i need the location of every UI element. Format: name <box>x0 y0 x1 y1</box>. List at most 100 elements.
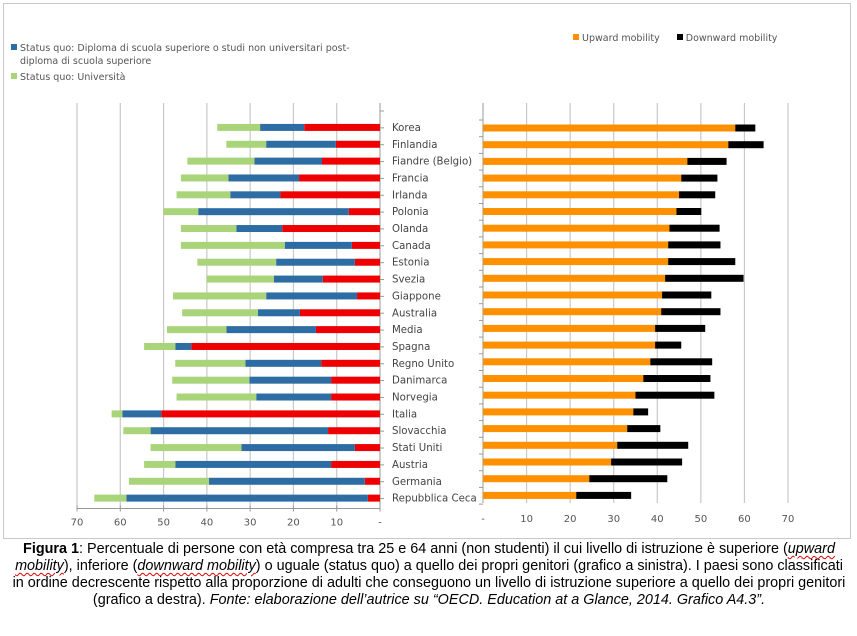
right-bar-irlanda-upward-mobility <box>483 191 680 199</box>
caption-source: Fonte: elaborazione dell’autrice su “OEC… <box>209 592 766 608</box>
right-bar-regno-unito-downward-mobility <box>650 358 713 366</box>
right-bar-regno-unito-upward-mobility <box>483 358 651 366</box>
left-x-tick-label: 40 <box>200 518 213 529</box>
right-bar-korea-downward-mobility <box>735 124 756 132</box>
right-bar-giappone-upward-mobility <box>483 291 663 299</box>
left-bar-repubblica-ceca-downward-mobility <box>367 494 380 502</box>
left-bar-slovacchia-status-quo-diploma-di-sc <box>150 427 329 435</box>
legend-label-diploma: Status quo: Diploma di scuola superiore … <box>20 43 350 67</box>
left-bar-spagna-status-quo-diploma-di-sc <box>175 342 192 350</box>
left-bar-media-status-quo-universit <box>167 326 227 334</box>
right-bar-italia-downward-mobility <box>633 408 649 416</box>
right-bar-finlandia-downward-mobility <box>728 141 764 149</box>
left-bar-giappone-status-quo-diploma-di-sc <box>266 292 358 300</box>
left-bar-danimarca-status-quo-universit <box>172 376 250 384</box>
right-bar-finlandia-upward-mobility <box>483 141 729 149</box>
left-bar-polonia-status-quo-diploma-di-sc <box>198 208 349 216</box>
right-bar-estonia-upward-mobility <box>483 258 669 266</box>
right-bar-svezia-downward-mobility <box>665 274 744 282</box>
right-bar-francia-downward-mobility <box>681 174 718 182</box>
category-label: Danimarca <box>392 376 447 387</box>
right-bar-francia-upward-mobility <box>483 174 682 182</box>
left-bar-germania-status-quo-universit <box>128 477 210 485</box>
right-bar-norvegia-downward-mobility <box>635 391 715 399</box>
left-bar-svezia-status-quo-universit <box>206 275 274 283</box>
left-bar-irlanda-status-quo-diploma-di-sc <box>230 191 281 199</box>
left-bar-irlanda-downward-mobility <box>280 191 380 199</box>
right-bar-fiandre-belgio-downward-mobility <box>687 157 727 165</box>
right-bar-polonia-upward-mobility <box>483 208 677 215</box>
right-x-tick-label: 40 <box>651 514 664 525</box>
left-bar-fiandre-belgio-status-quo-universit <box>187 157 255 165</box>
left-bar-australia-status-quo-diploma-di-sc <box>257 309 300 317</box>
category-label: Irlanda <box>392 190 427 201</box>
left-bar-olanda-status-quo-universit <box>180 225 237 233</box>
left-bar-finlandia-status-quo-diploma-di-sc <box>266 140 336 148</box>
left-x-tick-label: 10 <box>330 518 343 529</box>
right-bar-repubblica-ceca-upward-mobility <box>483 491 577 499</box>
right-bar-slovacchia-downward-mobility <box>627 425 661 433</box>
left-bar-italia-status-quo-diploma-di-sc <box>122 410 162 418</box>
category-label: Polonia <box>392 207 429 218</box>
left-bar-austria-status-quo-universit <box>144 460 176 468</box>
left-bar-francia-status-quo-diploma-di-sc <box>228 174 300 182</box>
legend-swatch-downward <box>676 34 683 40</box>
left-bar-germania-status-quo-diploma-di-sc <box>209 477 365 485</box>
right-x-tick-label: 20 <box>564 514 577 525</box>
category-label: Giappone <box>392 291 441 302</box>
left-bar-korea-status-quo-universit <box>217 123 261 131</box>
legend-swatch-universita <box>11 73 17 79</box>
legend-item-status-quo-universita: Status quo: Università <box>11 71 381 84</box>
left-bar-danimarca-status-quo-diploma-di-sc <box>249 376 332 384</box>
right-bar-media-upward-mobility <box>483 324 656 332</box>
right-bar-norvegia-upward-mobility <box>483 391 636 399</box>
category-label: Media <box>392 325 423 336</box>
left-x-tick-label: - <box>378 518 382 529</box>
left-bar-regno-unito-status-quo-diploma-di-sc <box>245 359 322 367</box>
left-bar-stati-uniti-status-quo-diploma-di-sc <box>241 444 355 452</box>
right-chart: - 10 20 30 40 50 60 70 <box>479 103 794 525</box>
right-bar-spagna-downward-mobility <box>655 341 682 349</box>
right-bar-germania-upward-mobility <box>483 475 590 483</box>
left-bar-fiandre-belgio-status-quo-diploma-di-sc <box>254 157 322 165</box>
legend-item-upward: Upward mobility <box>573 32 660 45</box>
category-label: Austria <box>392 460 428 471</box>
right-bar-canada-downward-mobility <box>668 241 721 249</box>
left-bar-korea-downward-mobility <box>304 123 380 131</box>
left-x-tick-label: 70 <box>71 518 84 529</box>
left-bar-repubblica-ceca-status-quo-diploma-di-sc <box>126 494 368 502</box>
right-x-tick-label: 50 <box>694 514 707 525</box>
right-bar-germania-downward-mobility <box>589 475 668 483</box>
left-bar-germania-downward-mobility <box>364 477 380 485</box>
figure-caption: Figura 1: Percentuale di persone con età… <box>8 541 850 609</box>
left-bar-slovacchia-downward-mobility <box>328 427 380 435</box>
left-bar-canada-downward-mobility <box>351 241 380 249</box>
left-bar-regno-unito-downward-mobility <box>321 359 380 367</box>
left-bar-regno-unito-status-quo-universit <box>175 359 246 367</box>
left-bar-spagna-status-quo-universit <box>144 342 176 350</box>
left-bar-korea-status-quo-diploma-di-sc <box>260 123 305 131</box>
left-bar-francia-status-quo-universit <box>180 174 229 182</box>
legend-right: Upward mobility Downward mobility <box>573 32 791 45</box>
right-x-tick-label: 70 <box>782 514 795 525</box>
left-bar-australia-status-quo-universit <box>182 309 258 317</box>
left-bar-stati-uniti-status-quo-universit <box>150 444 242 452</box>
legend-label-downward: Downward mobility <box>685 33 778 44</box>
left-bar-norvegia-downward-mobility <box>331 393 380 401</box>
caption-text-3: ) o uguale (status quo) a quello dei pro… <box>12 558 846 608</box>
legend-item-downward: Downward mobility <box>676 32 778 45</box>
left-bar-slovacchia-status-quo-universit <box>123 427 151 435</box>
category-label: Finlandia <box>392 140 437 151</box>
legend-label-upward: Upward mobility <box>582 33 660 44</box>
right-bar-stati-uniti-downward-mobility <box>617 441 689 449</box>
left-bar-media-status-quo-diploma-di-sc <box>226 326 316 334</box>
legend-item-status-quo-diploma: Status quo: Diploma di scuola superiore … <box>11 42 381 68</box>
category-label: Repubblica Ceca <box>392 494 477 505</box>
charts-canvas: 70 60 50 40 30 20 10 - Korea Finlandia Fiandre (Be… <box>71 103 794 529</box>
category-label: Germania <box>392 477 442 488</box>
left-bar-danimarca-downward-mobility <box>331 376 380 384</box>
category-label: Olanda <box>392 224 428 235</box>
left-chart: 70 60 50 40 30 20 10 - <box>71 103 384 529</box>
left-x-tick-label: 60 <box>114 518 127 529</box>
left-bar-finlandia-downward-mobility <box>335 140 380 148</box>
